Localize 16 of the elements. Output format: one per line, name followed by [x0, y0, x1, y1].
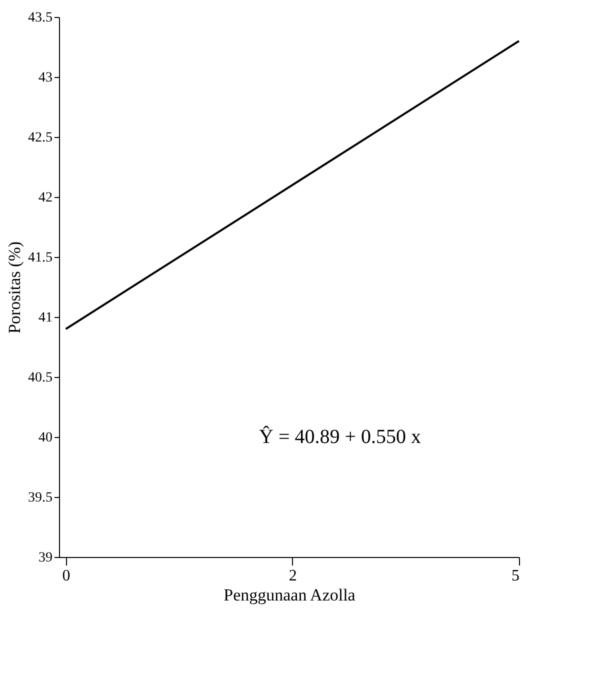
y-tick-label: 39.5	[28, 490, 52, 506]
y-tick-label: 40.5	[28, 370, 52, 386]
y-tick-label: 43	[38, 70, 52, 86]
x-tick-label: 2	[288, 568, 297, 584]
annotation: Ŷ = 40.89 + 0.550 x	[259, 425, 422, 448]
x-tick-label: 0	[62, 568, 70, 584]
y-tick-label: 40	[38, 430, 52, 446]
x-tick-label: 5	[512, 568, 520, 584]
y-tick-label: 42	[38, 190, 52, 206]
y-axis-title: Porositas (%)	[5, 241, 24, 334]
y-tick-label: 41	[38, 310, 52, 326]
y-tick-label: 41.5	[28, 250, 52, 266]
y-tick-label: 42.5	[28, 130, 52, 146]
y-tick-label: 43.5	[28, 10, 52, 26]
y-tick-label: 39	[38, 550, 52, 566]
x-axis-title: Penggunaan Azolla	[224, 586, 356, 604]
